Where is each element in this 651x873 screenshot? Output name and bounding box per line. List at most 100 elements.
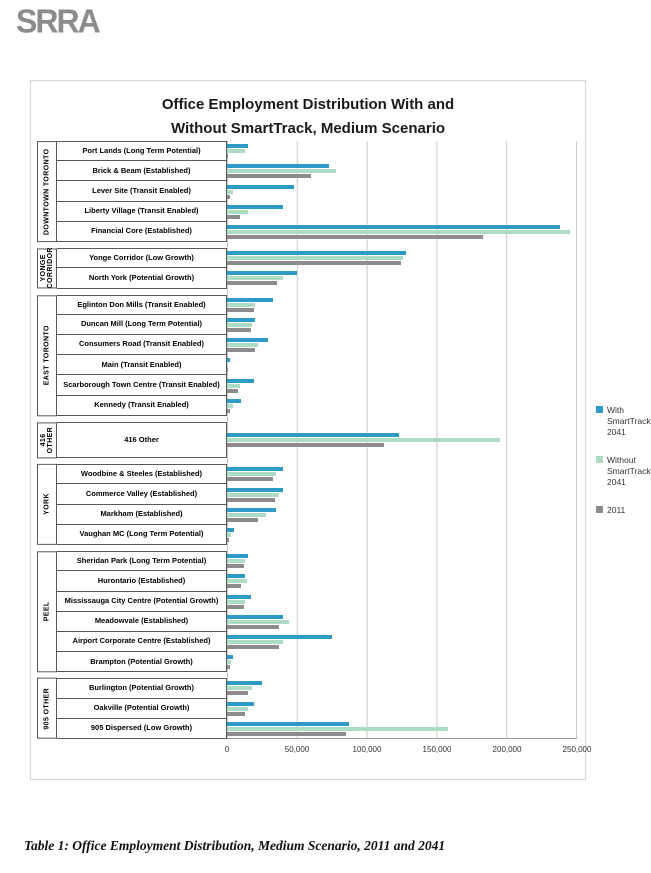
chart-row: Kennedy (Transit Enabled)	[57, 395, 577, 416]
bar-cell	[227, 525, 577, 545]
chart-row: Consumers Road (Transit Enabled)	[57, 334, 577, 356]
bar-cell	[227, 181, 577, 201]
bar-with-smarttrack-2041	[227, 317, 255, 322]
chart-row: Mississauga City Centre (Potential Growt…	[57, 591, 577, 612]
bar-cell	[227, 268, 577, 288]
legend-label: 2011	[607, 505, 626, 516]
bar-without-smarttrack-2041	[227, 383, 240, 388]
bar-cell	[227, 632, 577, 652]
bar-2011	[227, 517, 258, 522]
row-label: Hurontario (Established)	[57, 571, 227, 592]
bar-cell	[227, 551, 577, 571]
legend-marker-icon	[596, 456, 603, 464]
row-label: Duncan Mill (Long Term Potential)	[57, 314, 227, 335]
legend-label: Without SmartTrack, 2041	[607, 455, 651, 488]
bar-without-smarttrack-2041	[227, 149, 246, 154]
bar-with-smarttrack-2041	[227, 614, 283, 619]
srra-logo: SRRA	[16, 2, 101, 40]
bar-cell	[227, 464, 577, 484]
group-label: 905 OTHER	[37, 678, 57, 739]
bar-cell	[227, 699, 577, 719]
bar-with-smarttrack-2041	[227, 635, 332, 640]
group-rows: Eglinton Don Mills (Transit Enabled) Dunc…	[57, 294, 577, 416]
bar-cell	[227, 571, 577, 591]
bar-2011	[227, 214, 240, 219]
chart-group: YONGE CORRIDOR Yonge Corridor (Low Growth…	[37, 248, 577, 289]
row-label: Main (Transit Enabled)	[57, 355, 227, 376]
bar-with-smarttrack-2041	[227, 144, 248, 149]
x-axis-tick-label: 150,000	[422, 745, 452, 754]
chart-title-line2: Without SmartTrack, Medium Scenario	[170, 120, 446, 137]
row-label: Brick & Beam (Established)	[57, 161, 227, 182]
chart-row: Woodbine & Steeles (Established)	[57, 464, 577, 485]
bar-cell	[227, 396, 577, 416]
bar-without-smarttrack-2041	[227, 660, 232, 665]
bar-2011	[227, 665, 230, 670]
bar-with-smarttrack-2041	[227, 507, 276, 512]
bar-without-smarttrack-2041	[227, 276, 283, 281]
bar-with-smarttrack-2041	[227, 554, 248, 559]
bar-cell	[227, 222, 577, 242]
bar-with-smarttrack-2041	[227, 681, 262, 686]
bar-cell	[227, 652, 577, 672]
group-label: DOWNTOWN TORONTO	[37, 141, 57, 243]
bar-without-smarttrack-2041	[227, 363, 229, 368]
bar-cell	[227, 505, 577, 525]
row-label: Markham (Established)	[57, 504, 227, 525]
row-label: Brampton (Potential Growth)	[57, 652, 227, 673]
group-label: YONGE CORRIDOR	[37, 248, 57, 289]
row-label: Sheridan Park (Long Term Potential)	[57, 551, 227, 572]
chart-row: Commerce Valley (Established)	[57, 484, 577, 505]
bar-2011	[227, 604, 244, 609]
chart-title-line1: Office Employment Distribution With and	[161, 96, 455, 113]
x-axis-tick-label: 200,000	[492, 745, 522, 754]
group-label: EAST TORONTO	[37, 294, 57, 416]
row-label: 416 Other	[57, 421, 227, 459]
chart-group: DOWNTOWN TORONTO Port Lands (Long Term Po…	[37, 141, 577, 243]
bar-with-smarttrack-2041	[227, 487, 283, 492]
bar-2011	[227, 368, 228, 373]
row-label: Airport Corporate Centre (Established)	[57, 631, 227, 653]
bar-cell	[227, 612, 577, 632]
x-axis-tick-label: 0	[224, 745, 230, 754]
bar-with-smarttrack-2041	[227, 701, 254, 706]
chart-group: 905 OTHER Burlington (Potential Growth) Oa…	[37, 678, 577, 740]
group-rows: Port Lands (Long Term Potential) Brick & …	[57, 141, 577, 243]
chart-row: Duncan Mill (Long Term Potential)	[57, 314, 577, 335]
x-axis-tick-label: 50,000	[284, 745, 310, 754]
bar-without-smarttrack-2041	[227, 726, 449, 731]
row-label: Eglinton Don Mills (Transit Enabled)	[57, 294, 227, 315]
x-axis-tick-label: 250,000	[562, 745, 592, 754]
bar-cell	[227, 375, 577, 395]
bar-with-smarttrack-2041	[227, 358, 230, 363]
bar-cell	[227, 141, 577, 161]
row-label: Kennedy (Transit Enabled)	[57, 395, 227, 416]
bar-2011	[227, 408, 230, 413]
bar-without-smarttrack-2041	[227, 302, 255, 307]
row-label: Mississauga City Centre (Potential Growt…	[57, 591, 227, 612]
legend-label: With SmartTrack, 2041	[607, 405, 651, 438]
bar-2011	[227, 497, 275, 502]
bar-cell	[227, 484, 577, 504]
bar-with-smarttrack-2041	[227, 527, 234, 532]
chart-row: Brick & Beam (Established)	[57, 161, 577, 182]
chart-row: North York (Potential Growth)	[57, 268, 577, 289]
bar-2011	[227, 477, 274, 482]
bar-with-smarttrack-2041	[227, 398, 241, 403]
bar-without-smarttrack-2041	[227, 579, 247, 584]
bar-without-smarttrack-2041	[227, 512, 267, 517]
chart-row: Hurontario (Established)	[57, 571, 577, 592]
bar-2011	[227, 194, 230, 199]
chart-row: Main (Transit Enabled)	[57, 355, 577, 376]
group-label: YORK	[37, 464, 57, 546]
chart-row: Eglinton Don Mills (Transit Enabled)	[57, 294, 577, 315]
group-rows: Burlington (Potential Growth) Oakville (P…	[57, 678, 577, 740]
legend-marker-icon	[596, 406, 603, 413]
bar-2011	[227, 564, 244, 569]
group-label: PEEL	[37, 551, 57, 673]
x-axis: 0 50,000 100,000 150,000 200,000 250,000	[224, 745, 592, 757]
bar-without-smarttrack-2041	[227, 559, 246, 564]
chart-body: DOWNTOWN TORONTO Port Lands (Long Term Po…	[37, 141, 577, 740]
bar-without-smarttrack-2041	[227, 532, 232, 537]
bar-cell	[227, 355, 577, 375]
